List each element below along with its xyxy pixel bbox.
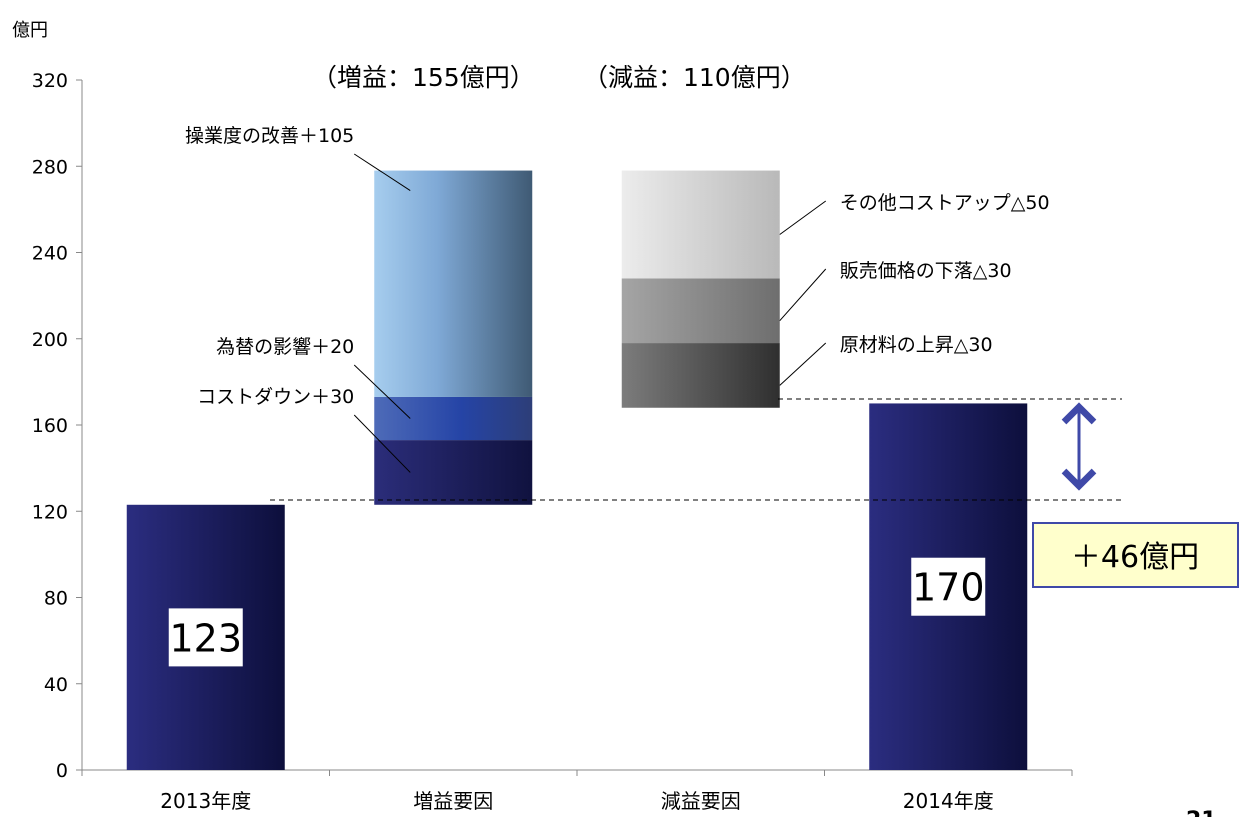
unit-label: 億円 (12, 20, 48, 41)
leader-lines (353, 153, 827, 473)
x-tick-label: 2013年度 (160, 789, 251, 813)
y-tick-label: 120 (32, 501, 68, 523)
y-tick-label: 200 (32, 329, 68, 351)
decrease-leader-line (779, 268, 827, 322)
increase-segment (374, 440, 533, 505)
decrease-annotation: 原材料の上昇△30 (840, 334, 993, 356)
y-tick-label: 0 (56, 760, 68, 782)
value-label-box (911, 557, 986, 616)
y-tick-label: 280 (32, 156, 68, 178)
x-ticks: 2013年度 増益要因 減益要因 2014年度 (81, 770, 1073, 813)
x-tick-label: 増益要因 (413, 789, 493, 813)
x-tick-label: 2014年度 (903, 789, 994, 813)
annotations: コストダウン＋30 為替の影響＋20 操業度の改善＋105 原材料の上昇△30 販売価格… (185, 125, 1050, 408)
increase-annotation: コストダウン＋30 (197, 386, 354, 408)
page-number: 21 (1186, 808, 1217, 817)
y-tick-label: 240 (32, 243, 68, 265)
difference-label: ＋46億円 (1071, 540, 1199, 575)
increase-leader-line (353, 414, 411, 473)
decrease-leader-line (779, 200, 827, 235)
value-label: 170 (912, 566, 985, 610)
y-tick-label: 40 (44, 674, 68, 696)
x-tick-label: 減益要因 (661, 789, 741, 813)
increase-segment (374, 170, 533, 397)
decrease-segment (621, 170, 780, 279)
increase-leader-line (353, 364, 411, 419)
decrease-segment (621, 343, 780, 408)
y-tick-label: 320 (32, 70, 68, 92)
increase-annotation: 為替の影響＋20 (216, 336, 354, 358)
increase-segment (374, 396, 533, 441)
gain-header: （増益：155億円） (312, 63, 535, 92)
increase-annotation: 操業度の改善＋105 (185, 125, 354, 147)
decrease-annotation: 販売価格の下落△30 (840, 260, 1012, 282)
value-label: 123 (169, 616, 242, 660)
decrease-segment (621, 278, 780, 344)
increase-leader-line (353, 153, 411, 191)
value-label-box (168, 608, 243, 667)
y-tick-label: 160 (32, 415, 68, 437)
decrease-annotation: その他コストアップ△50 (840, 192, 1050, 214)
loss-header: （減益：110億円） (583, 63, 806, 92)
y-tick-label: 80 (44, 588, 68, 610)
bars: 123 170 (126, 170, 1028, 770)
y-ticks: 0 40 80 120 160 200 240 280 320 (32, 70, 82, 782)
decrease-leader-line (779, 342, 827, 386)
difference-box (1032, 522, 1239, 588)
